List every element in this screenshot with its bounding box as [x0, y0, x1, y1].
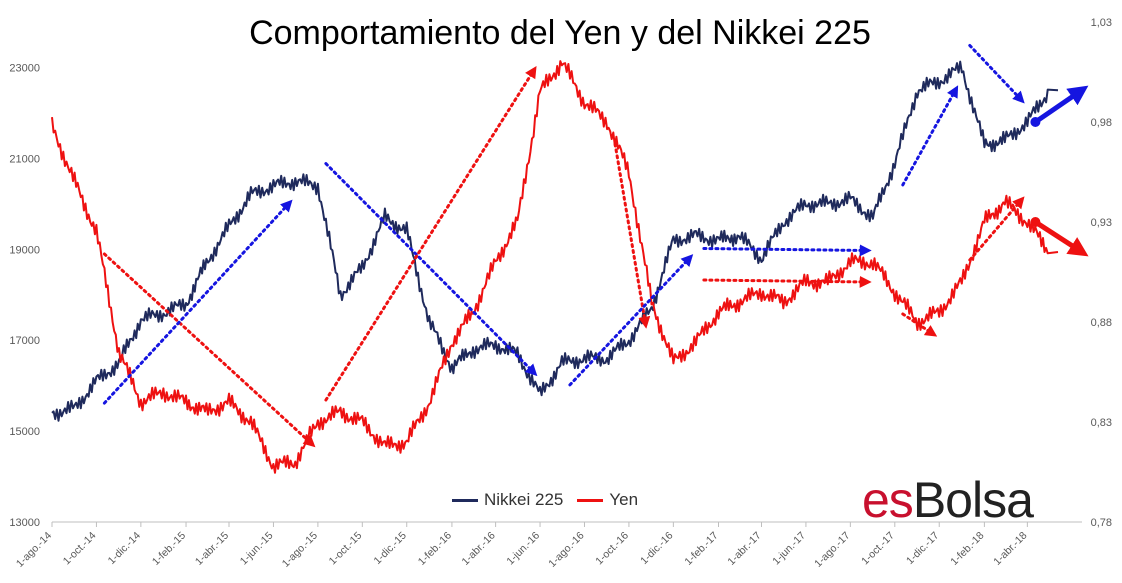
blue-dotted-trend-arrow	[324, 162, 538, 377]
legend-item-nikkei: Nikkei 225	[452, 490, 563, 510]
x-tick-label: 1-ago.-15	[280, 530, 320, 570]
yen-series-line	[51, 60, 1059, 474]
x-tick-label: 1-ago.-14	[14, 530, 54, 570]
x-tick-label: 1-oct.-17	[859, 530, 897, 568]
y-left-tick-label: 21000	[9, 153, 40, 165]
x-tick-label: 1-abr.-18	[991, 530, 1029, 568]
x-tick-label: 1-ago.-16	[546, 530, 586, 570]
red-dotted-trend-arrow	[968, 196, 1025, 262]
x-tick-label: 1-oct.-14	[61, 530, 99, 568]
x-tick-label: 1-feb.-17	[682, 530, 720, 568]
y-left-tick-label: 17000	[9, 335, 40, 347]
y-left-tick-label: 19000	[9, 244, 40, 256]
blue-dotted-trend-arrow	[102, 199, 293, 405]
red-arrow-origin-dot	[1030, 217, 1041, 227]
y-right-tick-label: 0,93	[1091, 217, 1112, 229]
x-tick-label: 1-abr.-17	[725, 530, 763, 568]
blue-solid-trend-arrow	[1033, 85, 1089, 125]
x-tick-label: 1-feb.-16	[416, 530, 454, 568]
nikkei-series-line	[51, 60, 1059, 422]
legend-label-yen: Yen	[609, 490, 639, 509]
y-right-tick-label: 0,88	[1091, 317, 1112, 329]
legend-swatch-yen	[577, 498, 604, 502]
x-tick-label: 1-jun.-17	[770, 530, 808, 568]
x-tick-label: 1-dic.-15	[371, 530, 408, 567]
blue-dotted-trend-arrow	[702, 244, 872, 257]
annotation-layer	[102, 44, 1089, 448]
x-tick-label: 1-ago.-17	[812, 530, 852, 570]
y-right-tick-label: 0,78	[1091, 517, 1112, 529]
x-tick-label: 1-abr.-15	[193, 530, 231, 568]
red-dotted-trend-arrow	[613, 142, 651, 329]
x-tick-label: 1-dic.-14	[106, 530, 143, 567]
y-right-tick-label: 1,03	[1091, 17, 1112, 29]
x-tick-label: 1-oct.-16	[593, 530, 631, 568]
x-tick-label: 1-jun.-16	[504, 530, 542, 568]
brand-logo-part2: Bolsa	[912, 472, 1034, 528]
x-tick-label: 1-feb.-18	[948, 530, 986, 568]
blue-dotted-trend-arrow	[901, 85, 959, 187]
blue-dotted-trend-arrow	[968, 44, 1025, 104]
brand-logo-part1: es	[862, 472, 914, 528]
legend-item-yen: Yen	[577, 490, 638, 510]
x-tick-label: 1-dic.-17	[904, 530, 941, 567]
red-dotted-trend-arrow	[901, 312, 938, 337]
x-tick-label: 1-feb.-15	[150, 530, 188, 568]
x-tick-label: 1-jun.-15	[238, 530, 276, 568]
series-layer	[51, 60, 1059, 474]
legend-swatch-nikkei	[452, 498, 478, 502]
legend-label-nikkei: Nikkei 225	[484, 490, 564, 509]
red-dotted-trend-arrow	[102, 252, 316, 448]
red-solid-trend-arrow	[1034, 219, 1089, 257]
x-tick-label: 1-dic.-16	[638, 530, 675, 567]
blue-dotted-trend-arrow	[568, 254, 694, 387]
red-dotted-trend-arrow	[702, 275, 872, 288]
chart-title: Comportamiento del Yen y del Nikkei 225	[249, 14, 871, 52]
blue-arrow-origin-dot	[1030, 117, 1041, 127]
red-dotted-trend-arrow	[324, 65, 537, 402]
brand-logo: esBolsa	[862, 470, 1034, 530]
x-tick-label: 1-abr.-16	[460, 530, 498, 568]
y-left-tick-label: 15000	[9, 426, 40, 438]
chart-legend: Nikkei 225 Yen	[452, 490, 638, 510]
y-left-tick-label: 23000	[9, 62, 40, 74]
y-left-tick-label: 13000	[9, 517, 40, 529]
y-right-tick-label: 0,83	[1091, 417, 1112, 429]
y-right-tick-label: 0,98	[1091, 117, 1112, 129]
x-tick-label: 1-oct.-15	[327, 530, 365, 568]
